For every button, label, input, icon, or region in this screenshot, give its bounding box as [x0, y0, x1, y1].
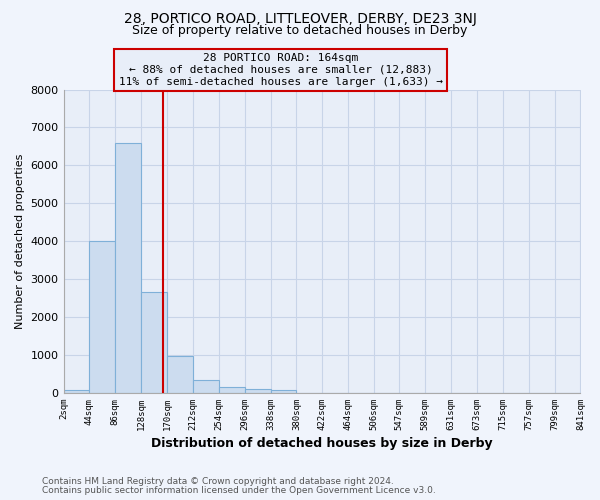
Bar — [245, 389, 271, 393]
Text: 28, PORTICO ROAD, LITTLEOVER, DERBY, DE23 3NJ: 28, PORTICO ROAD, LITTLEOVER, DERBY, DE2… — [124, 12, 476, 26]
Bar — [141, 292, 167, 393]
Bar — [64, 390, 89, 393]
X-axis label: Distribution of detached houses by size in Derby: Distribution of detached houses by size … — [151, 437, 493, 450]
Bar — [219, 388, 245, 393]
Bar — [193, 380, 219, 393]
Text: Size of property relative to detached houses in Derby: Size of property relative to detached ho… — [133, 24, 467, 37]
Text: 28 PORTICO ROAD: 164sqm
← 88% of detached houses are smaller (12,883)
11% of sem: 28 PORTICO ROAD: 164sqm ← 88% of detache… — [119, 54, 443, 86]
Bar — [115, 142, 141, 393]
Bar — [167, 356, 193, 393]
Bar — [271, 390, 296, 393]
Text: Contains HM Land Registry data © Crown copyright and database right 2024.: Contains HM Land Registry data © Crown c… — [42, 477, 394, 486]
Y-axis label: Number of detached properties: Number of detached properties — [15, 154, 25, 329]
Bar — [89, 241, 115, 393]
Text: Contains public sector information licensed under the Open Government Licence v3: Contains public sector information licen… — [42, 486, 436, 495]
